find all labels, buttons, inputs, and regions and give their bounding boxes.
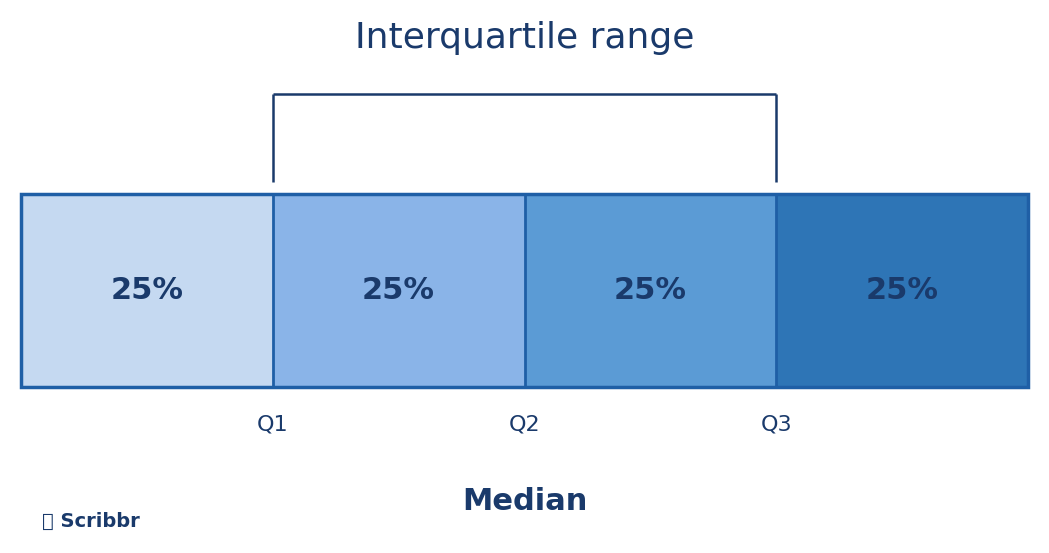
Text: 25%: 25% — [865, 276, 939, 305]
Bar — [21, 194, 273, 387]
Text: 🎓 Scribbr: 🎓 Scribbr — [42, 512, 140, 531]
Text: Q1: Q1 — [257, 415, 288, 435]
Text: 25%: 25% — [110, 276, 184, 305]
Text: Interquartile range: Interquartile range — [355, 22, 694, 55]
Bar — [524, 194, 776, 387]
Text: 25%: 25% — [614, 276, 687, 305]
Bar — [273, 194, 524, 387]
Text: Median: Median — [462, 487, 587, 515]
Text: Q3: Q3 — [761, 415, 792, 435]
Text: Q2: Q2 — [509, 415, 540, 435]
Text: 25%: 25% — [362, 276, 435, 305]
Bar — [776, 194, 1028, 387]
Bar — [21, 194, 1028, 387]
